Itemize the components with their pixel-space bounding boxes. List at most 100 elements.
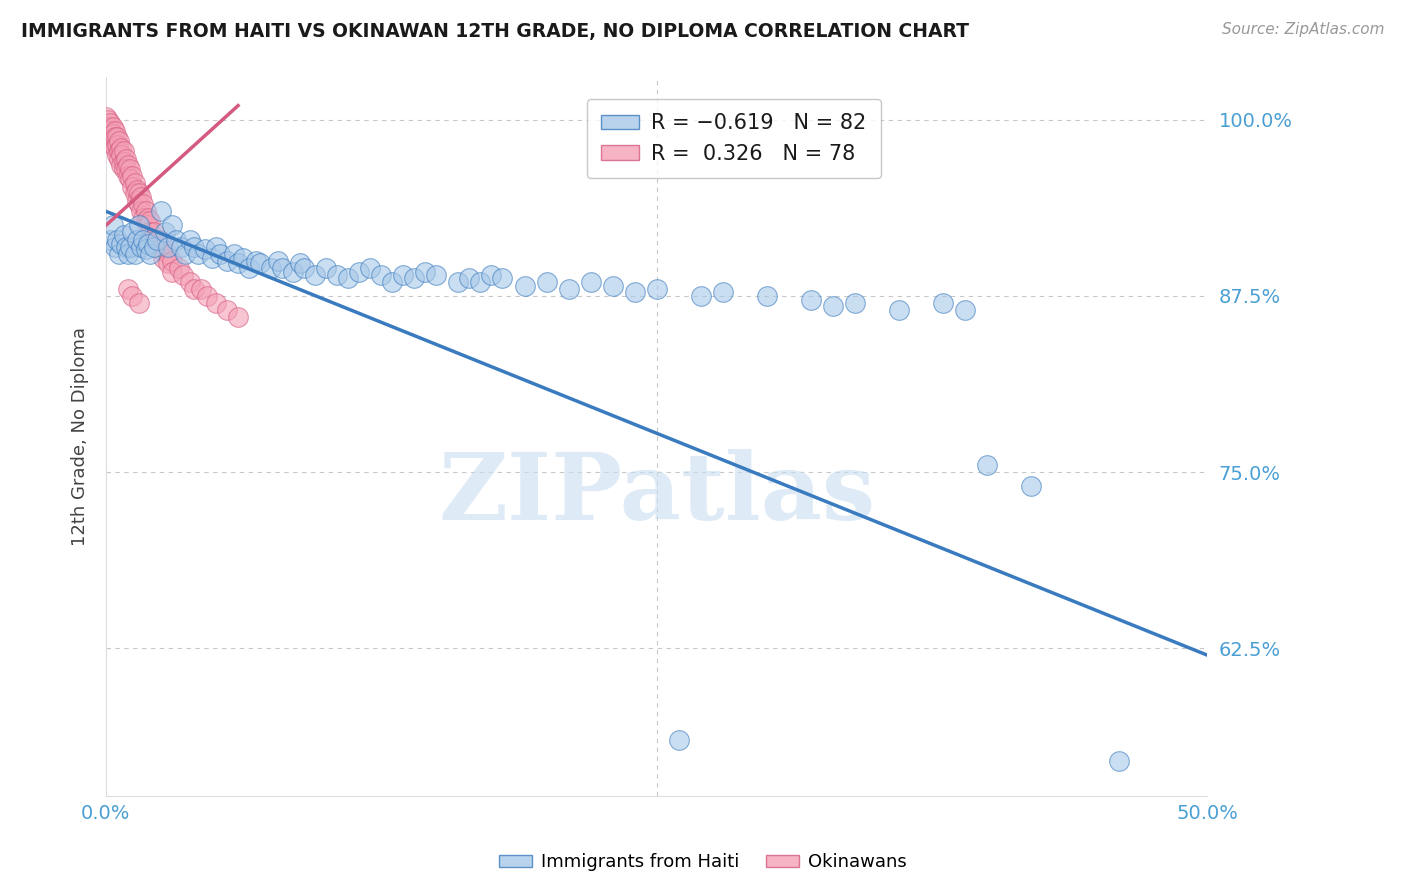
Point [381, 275, 404, 289]
Point [145, 232, 167, 246]
Point [108, 134, 131, 148]
Point [238, 260, 260, 275]
Point [579, 275, 602, 289]
Legend: R = −0.619   N = 82, R =  0.326   N = 78: R = −0.619 N = 82, R = 0.326 N = 78 [586, 99, 882, 178]
Point [271, 260, 294, 275]
Point [359, 260, 381, 275]
Point [114, 152, 136, 166]
Point [129, 190, 152, 204]
Point [112, 228, 135, 243]
Point [932, 296, 955, 310]
Point [101, 127, 124, 141]
Point [105, 232, 128, 246]
Point [135, 214, 157, 228]
Point [337, 270, 360, 285]
Point [128, 186, 150, 200]
Y-axis label: 12th Grade, No Diploma: 12th Grade, No Diploma [72, 327, 89, 546]
Point [201, 251, 224, 265]
Point [125, 194, 148, 209]
Point [689, 289, 711, 303]
Point [105, 148, 128, 162]
Point [887, 302, 910, 317]
Point [425, 268, 447, 282]
Point [821, 299, 844, 313]
Point [97, 112, 120, 127]
Point [120, 172, 142, 186]
Point [143, 239, 166, 253]
Point [97, 120, 120, 134]
Point [404, 270, 426, 285]
Point [226, 310, 249, 324]
Point [143, 226, 166, 240]
Point [125, 183, 148, 197]
Point [668, 732, 690, 747]
Point [481, 268, 503, 282]
Point [152, 251, 174, 265]
Point [108, 152, 131, 166]
Point [392, 268, 415, 282]
Point [623, 285, 645, 299]
Point [128, 219, 150, 233]
Text: ZIPatlas: ZIPatlas [439, 450, 876, 540]
Text: Source: ZipAtlas.com: Source: ZipAtlas.com [1222, 22, 1385, 37]
Point [222, 246, 245, 260]
Text: IMMIGRANTS FROM HAITI VS OKINAWAN 12TH GRADE, NO DIPLOMA CORRELATION CHART: IMMIGRANTS FROM HAITI VS OKINAWAN 12TH G… [21, 22, 969, 41]
Point [143, 236, 166, 251]
Point [104, 124, 127, 138]
Point [105, 129, 128, 144]
Point [292, 260, 315, 275]
Point [125, 232, 148, 246]
Point [129, 204, 152, 219]
Point [194, 243, 217, 257]
Point [156, 239, 179, 253]
Point [148, 243, 170, 257]
Point [104, 129, 127, 144]
Point [108, 144, 131, 158]
Point [108, 246, 131, 260]
Point [148, 232, 170, 246]
Point [98, 232, 121, 246]
Point [124, 246, 146, 260]
Point [121, 226, 143, 240]
Point [183, 239, 205, 253]
Point [136, 211, 159, 226]
Point [132, 232, 155, 246]
Point [110, 148, 132, 162]
Point [288, 256, 311, 270]
Point [326, 268, 349, 282]
Point [283, 265, 305, 279]
Point [953, 302, 976, 317]
Point [217, 253, 239, 268]
Point [112, 144, 135, 158]
Point [136, 219, 159, 233]
Point [711, 285, 734, 299]
Point [101, 120, 124, 134]
Point [415, 265, 437, 279]
Point [117, 282, 139, 296]
Point [124, 176, 146, 190]
Point [121, 289, 143, 303]
Point [976, 458, 998, 472]
Point [132, 197, 155, 211]
Point [557, 282, 579, 296]
Point [190, 282, 212, 296]
Point [645, 282, 668, 296]
Point [458, 270, 481, 285]
Point [1108, 754, 1130, 768]
Point [165, 232, 187, 246]
Point [195, 289, 218, 303]
Point [121, 180, 143, 194]
Point [139, 214, 162, 228]
Point [226, 256, 249, 270]
Point [135, 243, 157, 257]
Point [172, 268, 194, 282]
Point [104, 239, 127, 253]
Point [370, 268, 392, 282]
Point [205, 296, 228, 310]
Point [101, 219, 124, 233]
Point [267, 253, 290, 268]
Point [160, 253, 183, 268]
Point [97, 129, 120, 144]
Point [1019, 479, 1042, 493]
Point [187, 246, 209, 260]
